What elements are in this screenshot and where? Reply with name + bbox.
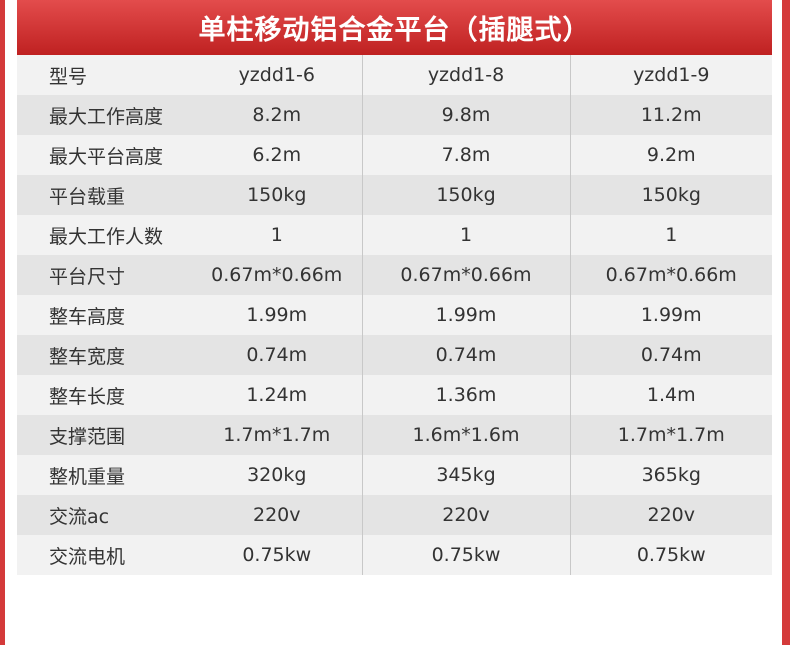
cell-value: 220v [569,495,772,535]
right-border [782,0,790,645]
row-label: 型号 [49,65,88,88]
table-row: 交流ac 220v 220v 220v [17,495,772,535]
cell-value: 150kg [569,175,772,215]
left-border [0,0,5,645]
page-title: 单柱移动铝合金平台（插腿式） [17,0,772,55]
cell-value: 0.74m [246,344,308,366]
cell-value: 1.99m [361,295,570,335]
cell-value: yzdd1-8 [361,55,570,95]
cell-value: 1.6m*1.6m [361,415,570,455]
cell-value: 1.7m*1.7m [569,415,772,455]
cell-value: 9.2m [569,135,772,175]
cell-value: 0.67m*0.66m [569,255,772,295]
cell-value: 1.99m [569,295,772,335]
cell-value: 365kg [569,455,772,495]
cell-value: 0.75kw [361,535,570,575]
cell-value: 0.75kw [242,544,312,566]
cell-value: 345kg [361,455,570,495]
cell-value: 8.2m [252,104,302,126]
cell-value: 11.2m [569,95,772,135]
cell-value: 0.67m*0.66m [211,264,343,286]
row-label: 整车高度 [49,305,126,328]
cell-value: 0.67m*0.66m [361,255,570,295]
cell-value: 0.74m [569,335,772,375]
table-row: 整车高度 1.99m 1.99m 1.99m [17,295,772,335]
row-label: 最大工作高度 [49,105,164,128]
cell-value: 1.99m [246,304,308,326]
cell-value: 150kg [247,184,307,206]
cell-value: 320kg [247,464,307,486]
cell-value: 220v [361,495,570,535]
table-row: 整车宽度 0.74m 0.74m 0.74m [17,335,772,375]
table-row: 最大工作人数 1 1 1 [17,215,772,255]
row-label: 交流ac [49,505,110,528]
cell-value: 0.75kw [569,535,772,575]
cell-value: 1.4m [569,375,772,415]
row-label: 平台尺寸 [49,265,126,288]
table-row: 交流电机 0.75kw 0.75kw 0.75kw [17,535,772,575]
table-row: 支撑范围 1.7m*1.7m 1.6m*1.6m 1.7m*1.7m [17,415,772,455]
row-label: 最大工作人数 [49,225,164,248]
cell-value: 9.8m [361,95,570,135]
cell-value: 150kg [361,175,570,215]
table-row: 整机重量 320kg 345kg 365kg [17,455,772,495]
table-row: 整车长度 1.24m 1.36m 1.4m [17,375,772,415]
cell-value: 1.24m [246,384,308,406]
table-row: 最大工作高度 8.2m 9.8m 11.2m [17,95,772,135]
cell-value: 220v [252,504,301,526]
cell-value: 0.74m [361,335,570,375]
table-row: 型号 yzdd1-6 yzdd1-8 yzdd1-9 [17,55,772,95]
cell-value: 1 [569,215,772,255]
cell-value: 1.36m [361,375,570,415]
table-row: 平台尺寸 0.67m*0.66m 0.67m*0.66m 0.67m*0.66m [17,255,772,295]
table-row: 平台载重 150kg 150kg 150kg [17,175,772,215]
row-label: 平台载重 [49,185,126,208]
table-row: 最大平台高度 6.2m 7.8m 9.2m [17,135,772,175]
cell-value: 1.7m*1.7m [223,424,331,446]
row-label: 整车宽度 [49,345,126,368]
cell-value: 6.2m [252,144,302,166]
cell-value: yzdd1-9 [569,55,772,95]
spec-table: 型号 yzdd1-6 yzdd1-8 yzdd1-9 最大工作高度 8.2m 9.8m 11.… [17,55,772,575]
cell-value: yzdd1-6 [238,64,315,86]
row-label: 整车长度 [49,385,126,408]
cell-value: 7.8m [361,135,570,175]
cell-value: 1 [270,224,283,246]
row-label: 最大平台高度 [49,145,164,168]
row-label: 交流电机 [49,545,126,568]
row-label: 支撑范围 [49,425,126,448]
row-label: 整机重量 [49,465,126,488]
cell-value: 1 [361,215,570,255]
